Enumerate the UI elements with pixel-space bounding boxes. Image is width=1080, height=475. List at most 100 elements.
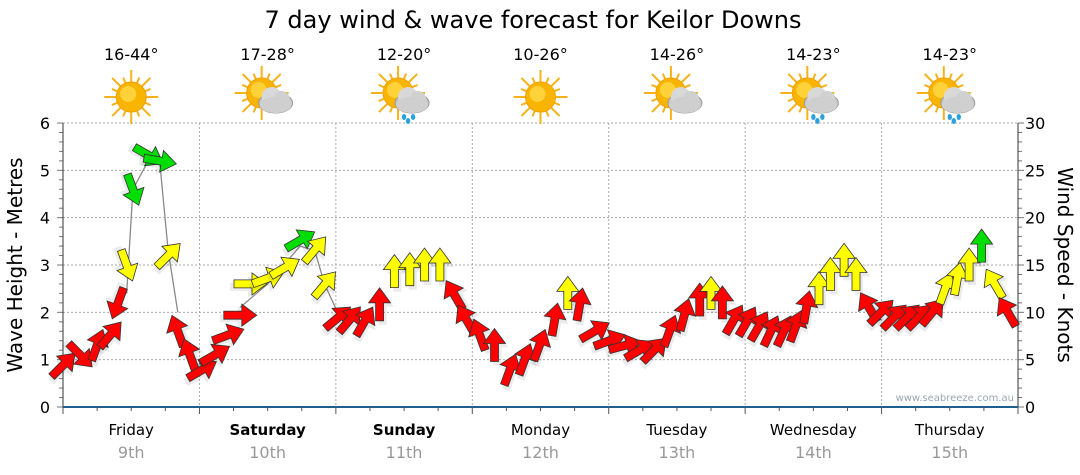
wind-arrow-shape xyxy=(795,290,819,325)
sun-icon xyxy=(104,70,159,124)
wind-arrow xyxy=(112,245,139,282)
sun-cloud-rain-icon xyxy=(780,66,839,124)
day-date: 10th xyxy=(249,443,286,462)
left-tick-label: 0 xyxy=(40,398,50,417)
day-column: 16-44° Friday 9th xyxy=(104,45,159,462)
chart-title: 7 day wind & wave forecast for Keilor Do… xyxy=(265,6,802,34)
day-temp: 10-26° xyxy=(513,45,568,64)
wind-arrow-shape xyxy=(499,353,522,388)
wind-arrow xyxy=(832,242,859,281)
wind-arrow xyxy=(996,296,1024,331)
wind-arrow xyxy=(208,323,245,349)
wind-arrow-shape xyxy=(996,296,1020,329)
wind-arrow-shape xyxy=(673,298,697,333)
right-axis-title: Wind Speed - Knots xyxy=(1053,167,1077,363)
wind-arrow xyxy=(673,298,698,337)
wind-arrow-shape xyxy=(96,321,122,351)
wind-arrow-shape xyxy=(122,172,145,206)
wind-arrow xyxy=(219,303,258,330)
wind-arrow-shape xyxy=(223,303,258,327)
wind-arrow xyxy=(183,359,218,387)
sun-icon xyxy=(513,70,568,124)
wind-arrow xyxy=(138,149,178,175)
wind-arrow-shape xyxy=(699,275,723,310)
wind-arrow xyxy=(443,279,471,314)
day-column: 14-23° Wednesday 14th xyxy=(770,45,857,462)
rain-drop-icon xyxy=(815,118,820,124)
wind-arrow xyxy=(48,352,76,385)
watermark: www.seabreeze.com.au xyxy=(896,393,1014,404)
wind-arrow xyxy=(918,298,944,333)
wind-arrow xyxy=(61,340,93,368)
wind-arrow xyxy=(528,328,552,367)
day-name: Tuesday xyxy=(645,421,707,439)
wind-arrow-shape xyxy=(142,149,178,173)
left-tick-label: 1 xyxy=(40,351,50,370)
wind-arrow xyxy=(266,256,301,284)
left-tick-label: 4 xyxy=(40,209,50,228)
day-temp: 14-23° xyxy=(786,45,841,64)
wind-arrow-shape xyxy=(528,328,552,363)
wind-arrow xyxy=(983,268,1011,302)
day-date: 14th xyxy=(795,443,832,462)
wind-arrow xyxy=(568,287,594,326)
wind-arrow xyxy=(543,302,569,341)
sun-cloud-rain-icon xyxy=(916,66,976,124)
rain-drop-icon xyxy=(811,114,816,120)
day-date: 11th xyxy=(386,443,423,462)
wind-arrow xyxy=(119,170,145,206)
day-column: 17-28° Saturday 10th xyxy=(229,45,306,462)
wind-arrow xyxy=(482,327,509,366)
wind-arrow xyxy=(844,256,870,295)
wind-arrow xyxy=(300,236,327,270)
wind-arrow xyxy=(282,229,316,257)
day-date: 13th xyxy=(659,443,696,462)
day-date: 15th xyxy=(931,443,968,462)
right-tick-label: 30 xyxy=(1025,114,1045,133)
left-tick-label: 3 xyxy=(40,256,50,275)
rain-drop-icon xyxy=(820,114,825,120)
wind-arrow xyxy=(795,290,820,329)
wind-arrow xyxy=(166,314,192,351)
wind-arrow-shape xyxy=(65,340,93,368)
wind-arrow xyxy=(367,287,394,325)
wind-arrow-shape xyxy=(48,352,76,381)
wind-arrow-shape xyxy=(268,256,301,280)
day-column: 10-26° Monday 12th xyxy=(511,45,570,462)
wind-arrow xyxy=(556,275,582,314)
day-date: 12th xyxy=(522,443,559,462)
left-axis-title: Wave Height - Metres xyxy=(3,157,27,372)
wind-arrow xyxy=(352,306,376,343)
wind-arrow xyxy=(196,343,231,371)
day-temp: 14-26° xyxy=(650,45,705,64)
day-columns: 16-44° Friday 9th 17-28° Saturday 10th 12-20° S… xyxy=(104,45,985,462)
day-column: 14-23° Thursday 15th xyxy=(914,45,985,462)
wind-arrow-shape xyxy=(844,256,868,291)
wind-arrow-shape xyxy=(945,261,970,297)
wind-arrow xyxy=(499,353,523,392)
axes: 0 1 2 3 4 5 6 0 5 10 15 20 25 30 xyxy=(40,114,1046,417)
wind-arrow-shape xyxy=(382,253,407,289)
day-temp: 12-20° xyxy=(377,45,432,64)
wind-arrow-shape xyxy=(412,247,437,282)
left-tick-label: 5 xyxy=(40,161,50,180)
wind-arrow xyxy=(310,271,336,305)
right-tick-label: 0 xyxy=(1025,398,1035,417)
right-tick-label: 20 xyxy=(1025,209,1045,228)
wind-arrow-shape xyxy=(482,327,507,362)
rain-drop-icon xyxy=(951,118,956,124)
wind-arrow-shape xyxy=(352,306,376,339)
left-tick-label: 6 xyxy=(40,114,50,133)
sun-cloud-rain-icon xyxy=(371,66,430,124)
wind-arrow-shape xyxy=(639,337,667,365)
wind-arrow xyxy=(818,256,845,295)
right-tick-label: 15 xyxy=(1025,256,1045,275)
wind-arrow-shape xyxy=(428,247,452,282)
wind-arrow-shape xyxy=(578,320,610,344)
wind-arrow-shape xyxy=(210,323,245,346)
wind-arrow-shape xyxy=(367,287,392,322)
wind-arrow-shape xyxy=(568,287,592,322)
wind-arrow-shape xyxy=(178,338,201,372)
wind-arrow-shape xyxy=(153,243,181,271)
